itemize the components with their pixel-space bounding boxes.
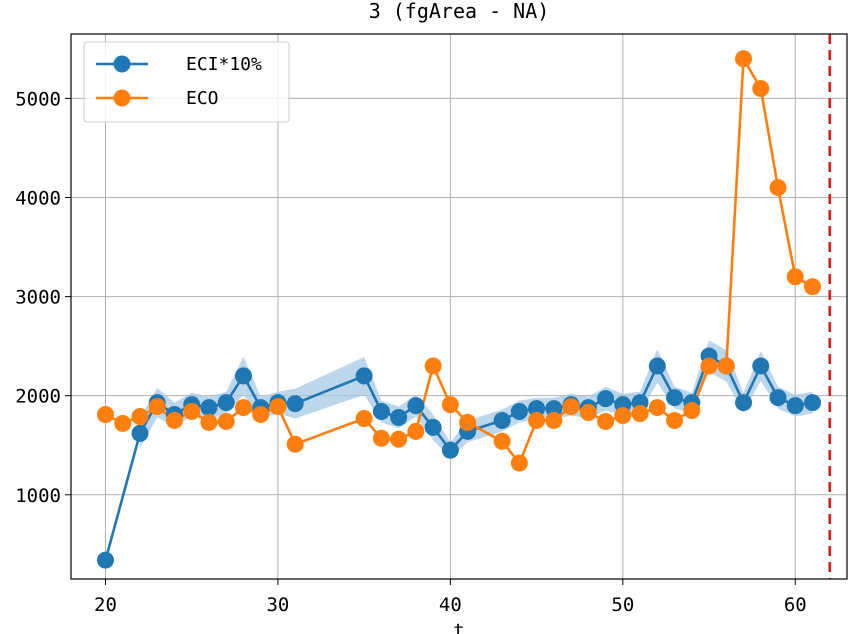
y-tick-label: 3000 (15, 287, 61, 309)
data-point-eco (200, 413, 218, 431)
series-line-eci (104, 354, 813, 561)
legend-marker-eco (113, 89, 131, 107)
series-points (96, 50, 822, 569)
legend-box (83, 41, 290, 123)
x-tick-label: 40 (439, 594, 462, 616)
x-axis-label: t (453, 620, 464, 634)
data-point-eco (183, 403, 201, 421)
y-tick-label: 5000 (15, 88, 61, 110)
data-point-eci (769, 389, 787, 407)
data-point-eco (769, 179, 787, 197)
data-point-eci (96, 551, 114, 569)
legend-label-eci: ECI*10% (186, 54, 262, 75)
legend-marker-eci (113, 55, 131, 73)
data-point-eco (372, 429, 390, 447)
data-point-eci (407, 397, 425, 415)
data-point-eco (269, 398, 287, 416)
data-point-eci (804, 394, 822, 412)
y-tick-label: 1000 (15, 485, 61, 507)
data-point-eco (441, 396, 459, 414)
x-tick-label: 30 (266, 594, 289, 616)
data-point-eci (597, 390, 615, 408)
data-point-eci (528, 400, 546, 418)
data-point-eco (614, 407, 632, 424)
data-point-eco (114, 414, 132, 432)
data-point-eco (562, 398, 580, 416)
data-point-eci (735, 394, 753, 412)
data-point-eco (666, 411, 684, 429)
data-point-eco (148, 398, 166, 416)
data-point-eco (804, 278, 822, 296)
series-lines (104, 57, 814, 561)
data-point-eco (165, 411, 183, 429)
data-point-eco (683, 402, 701, 420)
data-point-eco (252, 406, 270, 424)
data-point-eco (234, 399, 252, 417)
legend: ECI*10% ECO (83, 41, 290, 123)
x-tick-label: 50 (611, 594, 634, 616)
data-point-eco (493, 432, 511, 450)
data-point-eco (217, 412, 235, 430)
plot-frame (70, 33, 848, 580)
data-point-eco (510, 454, 528, 472)
data-point-eco (648, 399, 666, 417)
data-point-eco (131, 407, 149, 425)
data-point-eci (200, 399, 218, 417)
data-point-eco (286, 435, 304, 453)
data-point-eco (545, 411, 563, 429)
data-point-eco (631, 405, 649, 423)
data-point-eci (545, 400, 563, 418)
data-point-eco (355, 409, 373, 427)
data-point-eco (407, 422, 425, 440)
data-point-eco (528, 411, 546, 429)
data-point-eci (372, 403, 390, 421)
data-point-eci (666, 389, 684, 407)
data-point-eco (700, 357, 718, 375)
data-point-eci (131, 424, 149, 442)
data-point-eci (786, 397, 804, 415)
data-point-eci (217, 394, 235, 412)
data-point-eco (459, 413, 477, 431)
data-point-eci (286, 395, 304, 413)
y-tick-label: 4000 (15, 188, 61, 210)
data-point-eco (424, 357, 442, 375)
data-point-eco (96, 406, 114, 424)
x-tick-label: 60 (784, 594, 807, 616)
chart-title: 3 (fgArea - NA) (369, 0, 550, 23)
legend-label-eco: ECO (186, 88, 219, 109)
data-point-eco (717, 357, 735, 375)
data-point-eci (510, 403, 528, 421)
data-point-eco (735, 50, 753, 68)
data-point-eci (493, 411, 511, 429)
data-point-eci (441, 441, 459, 459)
data-point-eci (234, 367, 252, 385)
data-point-eci (648, 357, 666, 375)
data-point-eco (786, 268, 804, 286)
y-tick-label: 2000 (15, 386, 61, 408)
data-point-eco (752, 80, 770, 97)
data-point-eco (597, 412, 615, 430)
data-point-eci (355, 367, 373, 385)
data-point-eco (390, 430, 408, 448)
x-tick-label: 20 (94, 594, 117, 616)
data-point-eci (752, 357, 770, 375)
data-point-eci (424, 418, 442, 436)
data-point-eci (390, 408, 408, 426)
data-point-eco (579, 404, 597, 422)
axis-ticks: 20 30 40 50 60 1000 2000 3000 4000 5000 (15, 88, 806, 616)
